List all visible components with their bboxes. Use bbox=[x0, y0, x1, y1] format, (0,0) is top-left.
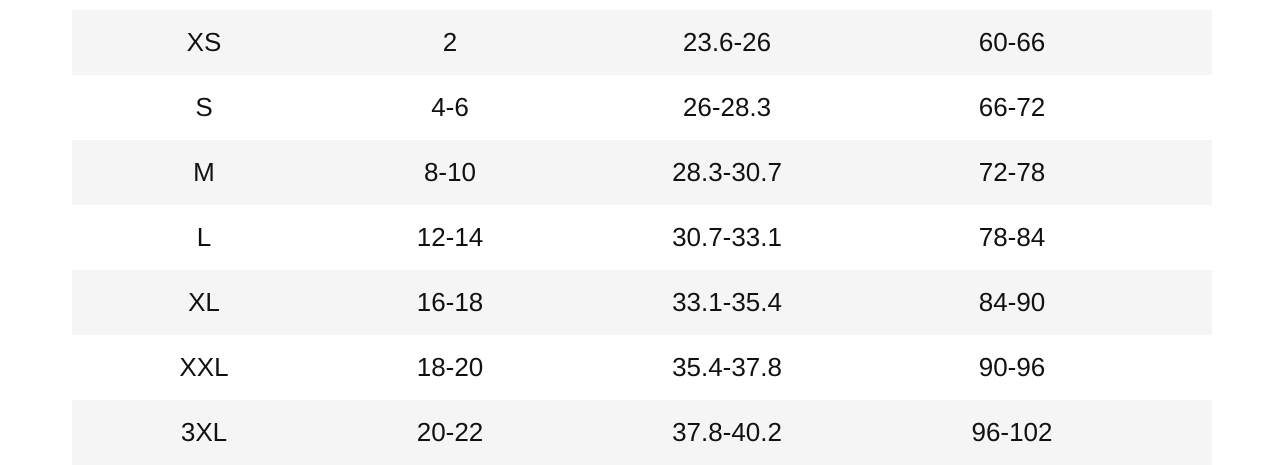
table-cell: XS bbox=[186, 27, 222, 57]
table-cell: 35.4-37.8 bbox=[672, 352, 782, 382]
table-cell: L bbox=[196, 222, 212, 252]
table-cell: 3XL bbox=[180, 417, 228, 447]
table-row: S 4-6 26-28.3 66-72 bbox=[72, 75, 1212, 140]
table-cell: 96-102 bbox=[971, 417, 1053, 447]
size-chart-table: XS 2 23.6-26 60-66 S 4-6 26-28.3 66-72 M 8-10 28.3… bbox=[72, 10, 1212, 465]
table-cell: 16-18 bbox=[416, 287, 484, 317]
table-cell: 72-78 bbox=[978, 157, 1046, 187]
table-cell: 20-22 bbox=[416, 417, 484, 447]
table-cell: M bbox=[193, 157, 215, 187]
table-cell: 66-72 bbox=[978, 92, 1046, 122]
table-cell: 33.1-35.4 bbox=[672, 287, 782, 317]
table-cell: 4-6 bbox=[431, 92, 469, 122]
table-cell: 8-10 bbox=[423, 157, 477, 187]
table-cell: 78-84 bbox=[978, 222, 1046, 252]
table-cell: 2 bbox=[442, 27, 458, 57]
table-cell: 12-14 bbox=[416, 222, 484, 252]
table-row: L 12-14 30.7-33.1 78-84 bbox=[72, 205, 1212, 270]
table-cell: 26-28.3 bbox=[682, 92, 772, 122]
table-row: XXL 18-20 35.4-37.8 90-96 bbox=[72, 335, 1212, 400]
table-cell: 18-20 bbox=[416, 352, 484, 382]
table-cell: 23.6-26 bbox=[682, 27, 772, 57]
table-cell: 84-90 bbox=[978, 287, 1046, 317]
table-row: 3XL 20-22 37.8-40.2 96-102 bbox=[72, 400, 1212, 465]
table-row: M 8-10 28.3-30.7 72-78 bbox=[72, 140, 1212, 205]
table-cell: S bbox=[195, 92, 213, 122]
table-cell: 30.7-33.1 bbox=[672, 222, 782, 252]
table-cell: XXL bbox=[179, 352, 229, 382]
table-cell: 60-66 bbox=[978, 27, 1046, 57]
table-row: XL 16-18 33.1-35.4 84-90 bbox=[72, 270, 1212, 335]
table-cell: 90-96 bbox=[978, 352, 1046, 382]
table-cell: 28.3-30.7 bbox=[672, 157, 782, 187]
table-cell: XL bbox=[188, 287, 220, 317]
table-cell: 37.8-40.2 bbox=[672, 417, 782, 447]
table-row: XS 2 23.6-26 60-66 bbox=[72, 10, 1212, 75]
